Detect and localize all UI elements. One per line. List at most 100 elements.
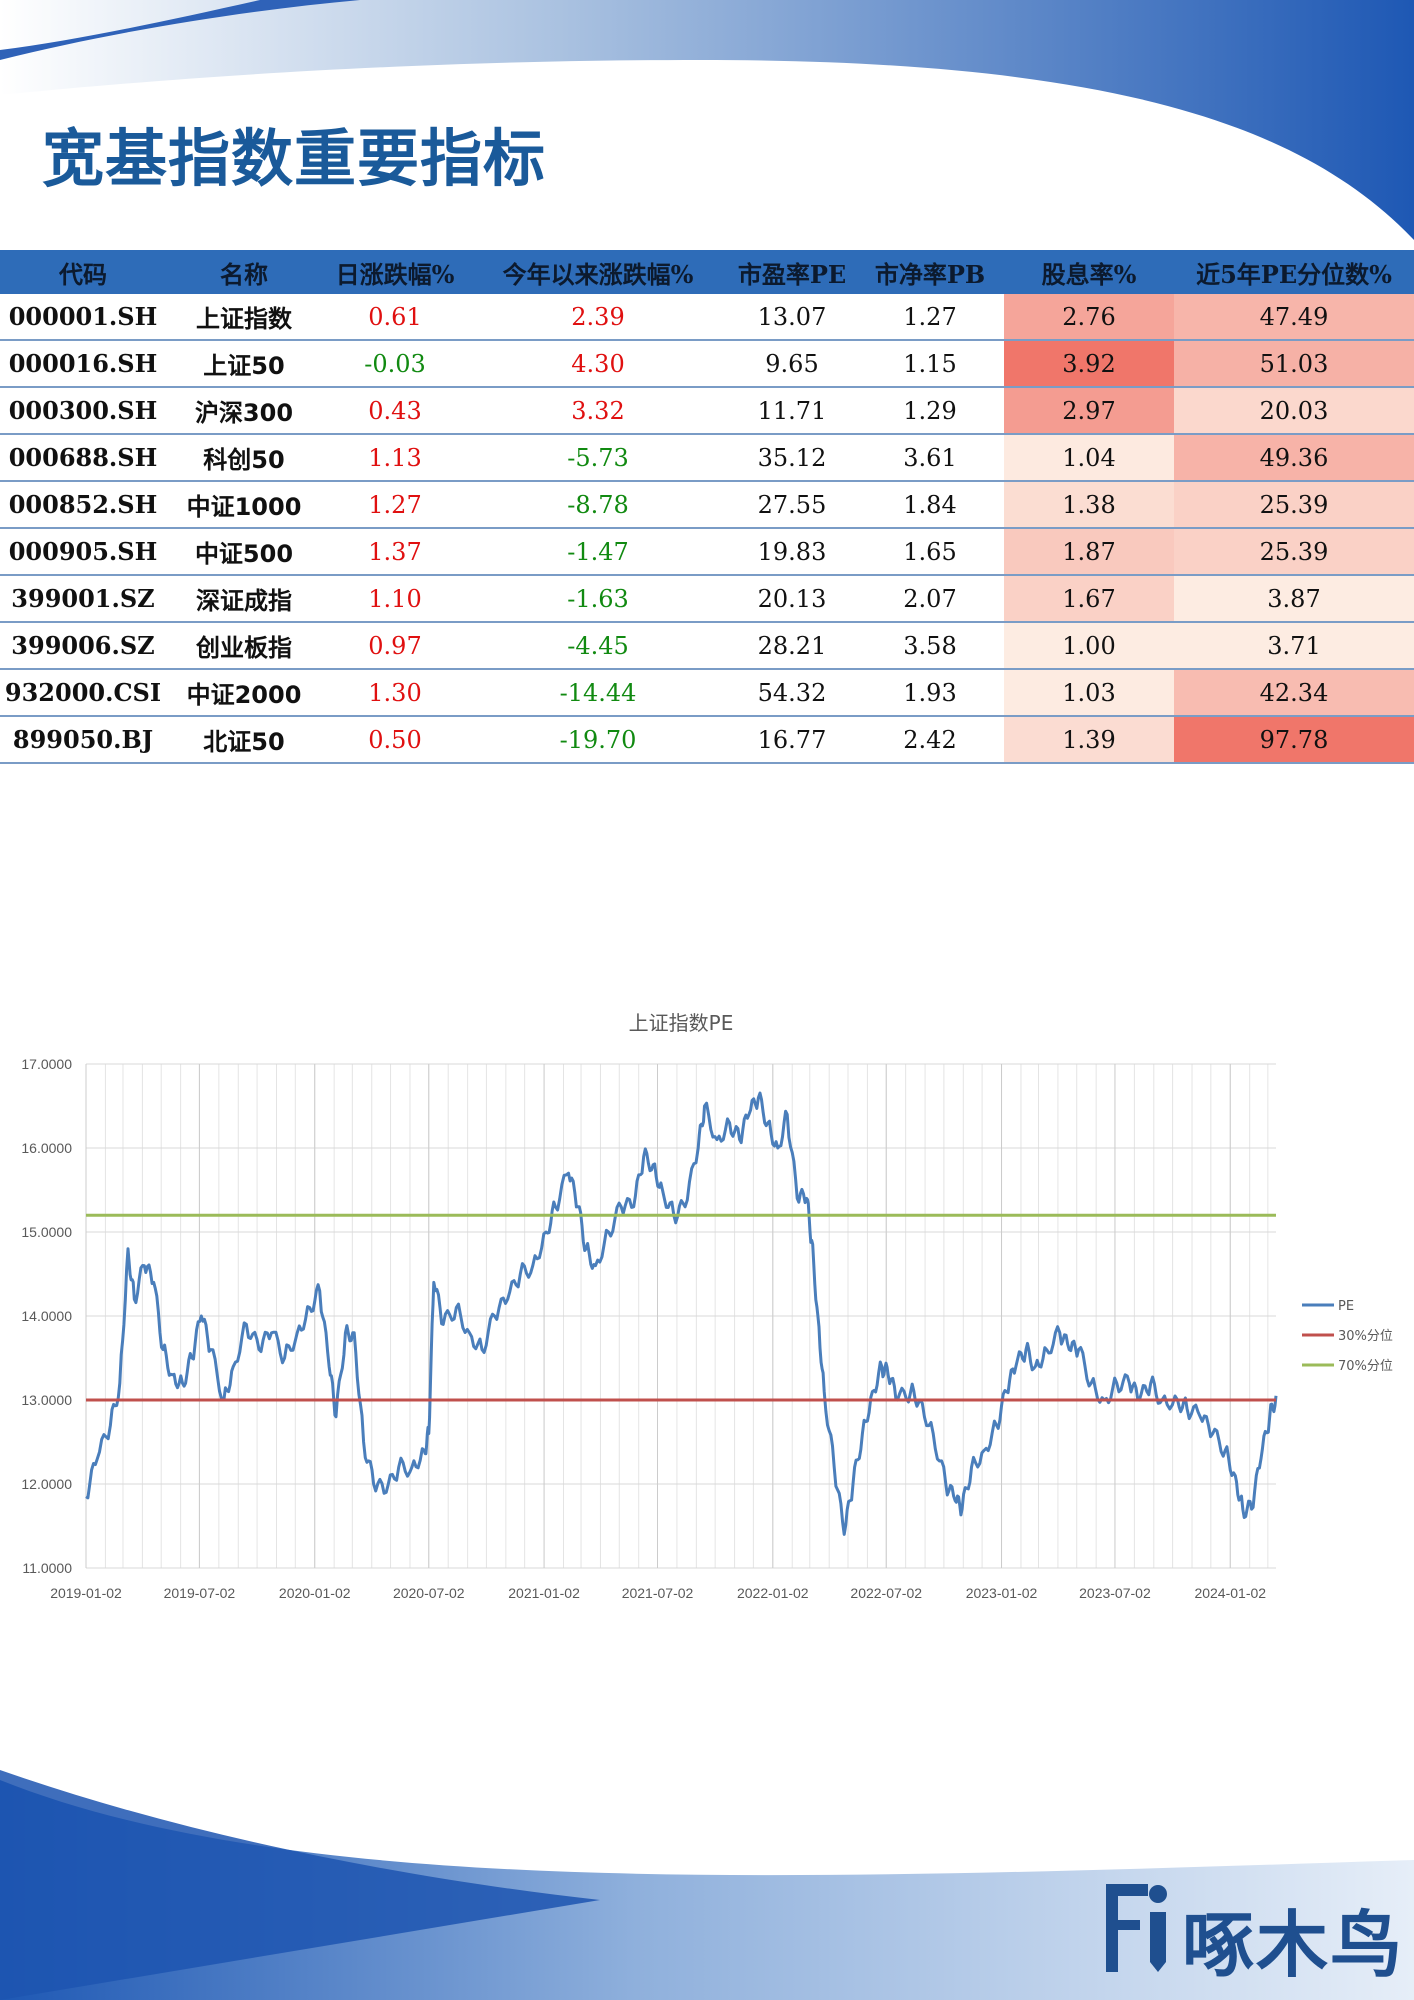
pe-cell: 20.13 bbox=[728, 575, 856, 623]
code-cell: 899050.BJ bbox=[0, 716, 166, 764]
header-name: 名称 bbox=[166, 250, 322, 294]
name-cell: 中证2000 bbox=[166, 669, 322, 717]
pe-chart-svg: 11.0000 12.0000 13.0000 14.0000 15.0000 16.00… bbox=[21, 1011, 1393, 1601]
pe-percentile-cell: 25.39 bbox=[1174, 481, 1414, 529]
y-tick-label: 13.0000 bbox=[21, 1392, 72, 1408]
table-row: 000001.SH 上证指数 0.61 2.39 13.07 1.27 2.76 47.49 bbox=[0, 294, 1414, 341]
code-cell: 000905.SH bbox=[0, 528, 166, 576]
x-tick-label: 2022-01-02 bbox=[737, 1585, 809, 1601]
y-tick-label: 17.0000 bbox=[21, 1056, 72, 1072]
name-cell: 北证50 bbox=[166, 716, 322, 764]
table-row: 000905.SH 中证500 1.37 -1.47 19.83 1.65 1.87 25.3… bbox=[0, 528, 1414, 576]
pb-cell: 3.61 bbox=[856, 434, 1004, 482]
pe-percentile-cell: 51.03 bbox=[1174, 340, 1414, 388]
dividend-cell: 2.76 bbox=[1004, 294, 1174, 341]
name-cell: 创业板指 bbox=[166, 622, 322, 670]
y-tick-label: 11.0000 bbox=[22, 1560, 72, 1576]
day-change-cell: 1.37 bbox=[322, 528, 468, 576]
day-change-cell: -0.03 bbox=[322, 340, 468, 388]
code-cell: 932000.CSI bbox=[0, 669, 166, 717]
table-row: 899050.BJ 北证50 0.50 -19.70 16.77 2.42 1.39 97.7… bbox=[0, 716, 1414, 764]
y-tick-label: 16.0000 bbox=[21, 1140, 72, 1156]
ytd-change-cell: -5.73 bbox=[468, 434, 728, 482]
pe-percentile-cell: 3.71 bbox=[1174, 622, 1414, 670]
name-cell: 沪深300 bbox=[166, 387, 322, 435]
x-tick-label: 2024-01-02 bbox=[1194, 1585, 1266, 1601]
table-row: 932000.CSI 中证2000 1.30 -14.44 54.32 1.93 1.03 4… bbox=[0, 669, 1414, 717]
pb-cell: 2.07 bbox=[856, 575, 1004, 623]
header-pe-percentile: 近5年PE分位数% bbox=[1174, 250, 1414, 294]
page-title: 宽基指数重要指标 bbox=[42, 122, 547, 195]
day-change-cell: 1.30 bbox=[322, 669, 468, 717]
name-cell: 上证指数 bbox=[166, 294, 322, 341]
pe-cell: 13.07 bbox=[728, 294, 856, 341]
x-tick-label: 2020-01-02 bbox=[279, 1585, 351, 1601]
dividend-cell: 1.00 bbox=[1004, 622, 1174, 670]
ytd-change-cell: -1.47 bbox=[468, 528, 728, 576]
ytd-change-cell: -4.45 bbox=[468, 622, 728, 670]
pb-cell: 2.42 bbox=[856, 716, 1004, 764]
header-pe: 市盈率PE bbox=[728, 250, 856, 294]
table-row: 000016.SH 上证50 -0.03 4.30 9.65 1.15 3.92 51.03 bbox=[0, 340, 1414, 388]
dividend-cell: 1.38 bbox=[1004, 481, 1174, 529]
ytd-change-cell: 2.39 bbox=[468, 294, 728, 341]
dividend-cell: 1.03 bbox=[1004, 669, 1174, 717]
ytd-change-cell: -1.63 bbox=[468, 575, 728, 623]
header-dividend: 股息率% bbox=[1004, 250, 1174, 294]
x-tick-label: 2021-07-02 bbox=[622, 1585, 694, 1601]
ytd-change-cell: -19.70 bbox=[468, 716, 728, 764]
table-row: 000688.SH 科创50 1.13 -5.73 35.12 3.61 1.04 49.36 bbox=[0, 434, 1414, 482]
pb-cell: 1.84 bbox=[856, 481, 1004, 529]
ytd-change-cell: 3.32 bbox=[468, 387, 728, 435]
pe-cell: 27.55 bbox=[728, 481, 856, 529]
pb-cell: 1.15 bbox=[856, 340, 1004, 388]
pe-chart: 11.0000 12.0000 13.0000 14.0000 15.0000 16.00… bbox=[0, 1000, 1414, 1620]
pe-percentile-cell: 42.34 bbox=[1174, 669, 1414, 717]
x-tick-label: 2022-07-02 bbox=[850, 1585, 922, 1601]
name-cell: 科创50 bbox=[166, 434, 322, 482]
code-cell: 000300.SH bbox=[0, 387, 166, 435]
series-line-PE bbox=[85, 1091, 1278, 1536]
code-cell: 000688.SH bbox=[0, 434, 166, 482]
pe-cell: 54.32 bbox=[728, 669, 856, 717]
pe-cell: 9.65 bbox=[728, 340, 856, 388]
x-tick-label: 2019-01-02 bbox=[50, 1585, 122, 1601]
ytd-change-cell: -8.78 bbox=[468, 481, 728, 529]
table-header-row: 代码 名称 日涨跌幅% 今年以来涨跌幅% 市盈率PE 市净率PB 股息率% 近5… bbox=[0, 250, 1414, 294]
header-code: 代码 bbox=[0, 250, 166, 294]
y-tick-label: 15.0000 bbox=[21, 1224, 72, 1240]
day-change-cell: 1.10 bbox=[322, 575, 468, 623]
name-cell: 中证500 bbox=[166, 528, 322, 576]
header-day-change: 日涨跌幅% bbox=[322, 250, 468, 294]
name-cell: 深证成指 bbox=[166, 575, 322, 623]
table-row: 000852.SH 中证1000 1.27 -8.78 27.55 1.84 1.38 25.… bbox=[0, 481, 1414, 529]
x-tick-label: 2023-07-02 bbox=[1079, 1585, 1151, 1601]
day-change-cell: 0.43 bbox=[322, 387, 468, 435]
code-cell: 000852.SH bbox=[0, 481, 166, 529]
pb-cell: 1.65 bbox=[856, 528, 1004, 576]
pb-cell: 1.93 bbox=[856, 669, 1004, 717]
header-ytd-change: 今年以来涨跌幅% bbox=[468, 250, 728, 294]
dividend-cell: 3.92 bbox=[1004, 340, 1174, 388]
pe-percentile-cell: 20.03 bbox=[1174, 387, 1414, 435]
ytd-change-cell: -14.44 bbox=[468, 669, 728, 717]
pe-percentile-cell: 25.39 bbox=[1174, 528, 1414, 576]
name-cell: 中证1000 bbox=[166, 481, 322, 529]
table-row: 000300.SH 沪深300 0.43 3.32 11.71 1.29 2.97 20.03 bbox=[0, 387, 1414, 435]
name-cell: 上证50 bbox=[166, 340, 322, 388]
pe-percentile-cell: 47.49 bbox=[1174, 294, 1414, 341]
logo-text: 啄木鸟 bbox=[1182, 1903, 1405, 1987]
y-tick-label: 12.0000 bbox=[21, 1476, 72, 1492]
ytd-change-cell: 4.30 bbox=[468, 340, 728, 388]
table-row: 399006.SZ 创业板指 0.97 -4.45 28.21 3.58 1.00 3.71 bbox=[0, 622, 1414, 670]
pe-cell: 16.77 bbox=[728, 716, 856, 764]
pe-cell: 35.12 bbox=[728, 434, 856, 482]
pe-cell: 11.71 bbox=[728, 387, 856, 435]
code-cell: 399006.SZ bbox=[0, 622, 166, 670]
pe-cell: 19.83 bbox=[728, 528, 856, 576]
day-change-cell: 1.27 bbox=[322, 481, 468, 529]
pe-cell: 28.21 bbox=[728, 622, 856, 670]
day-change-cell: 0.97 bbox=[322, 622, 468, 670]
legend-label: 30%分位 bbox=[1338, 1329, 1393, 1344]
day-change-cell: 0.50 bbox=[322, 716, 468, 764]
